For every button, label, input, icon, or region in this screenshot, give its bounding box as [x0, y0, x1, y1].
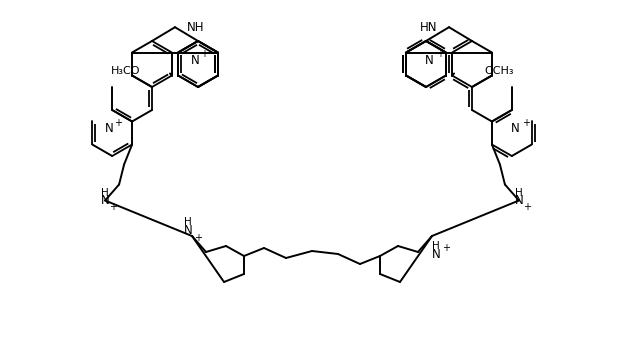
- Text: H: H: [432, 241, 440, 251]
- Text: +: +: [523, 201, 531, 212]
- Text: H₃CO: H₃CO: [110, 66, 140, 77]
- Text: +: +: [194, 233, 202, 243]
- Text: OCH₃: OCH₃: [484, 66, 514, 77]
- Text: +: +: [436, 49, 444, 59]
- Text: NH: NH: [187, 21, 205, 34]
- Text: N: N: [515, 194, 524, 207]
- Text: +: +: [114, 118, 122, 128]
- Text: N: N: [432, 248, 441, 261]
- Text: +: +: [522, 118, 530, 128]
- Text: N: N: [105, 122, 114, 135]
- Text: +: +: [109, 201, 117, 212]
- Text: H: H: [184, 217, 192, 227]
- Text: +: +: [442, 243, 450, 253]
- Text: HN: HN: [419, 21, 437, 34]
- Text: N: N: [510, 122, 519, 135]
- Text: N: N: [183, 224, 192, 237]
- Text: N: N: [190, 54, 200, 66]
- Text: N: N: [100, 194, 109, 207]
- Text: N: N: [424, 54, 434, 66]
- Text: H: H: [101, 188, 109, 198]
- Text: +: +: [200, 49, 208, 59]
- Text: H: H: [515, 188, 523, 198]
